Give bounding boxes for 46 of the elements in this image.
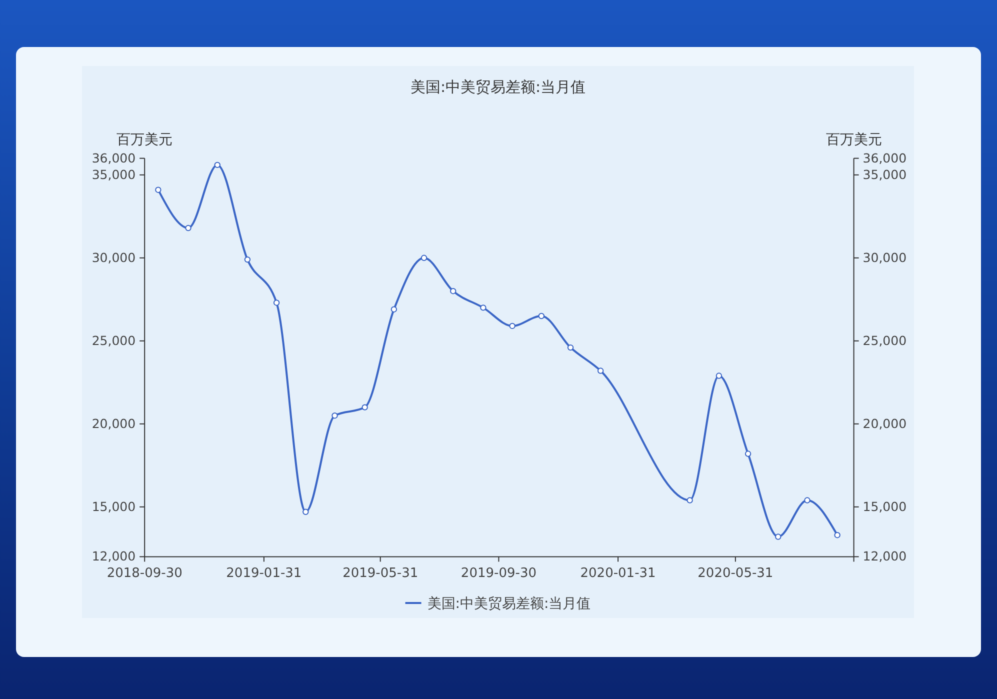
y2-tick-label: 30,000: [862, 250, 907, 265]
point: [450, 288, 456, 294]
chart-title: 美国:中美贸易差额:当月值: [410, 78, 586, 96]
y2-tick-label: 25,000: [862, 332, 907, 348]
point: [332, 412, 338, 419]
y-tick-label: 30,000: [92, 250, 136, 265]
x-tick-label: 2019-05-31: [342, 566, 418, 581]
point: [834, 532, 840, 538]
x-tick-label: 2019-01-31: [226, 566, 302, 581]
point: [686, 497, 693, 504]
point: [273, 300, 280, 306]
point: [716, 372, 722, 379]
x-tick-label: 2018-09-30: [106, 566, 182, 581]
legend-label: 美国:中美贸易差额:当月值: [427, 596, 591, 612]
point: [567, 344, 574, 351]
point: [509, 322, 516, 330]
point: [480, 304, 486, 311]
y2-tick-label: 12,000: [862, 548, 907, 564]
point: [214, 162, 220, 168]
x-tick-label: 2020-01-31: [580, 566, 656, 581]
point: [597, 368, 604, 374]
y2-tick-label: 35,000: [862, 166, 907, 182]
y2-axis-title: 百万美元: [826, 132, 882, 148]
point: [302, 508, 309, 515]
y2-tick-label: 20,000: [862, 416, 907, 431]
y-tick-label: 25,000: [92, 332, 136, 348]
point: [538, 312, 545, 320]
y2-tick-label: 15,000: [862, 498, 907, 514]
y-tick-label: 36,000: [92, 150, 136, 166]
y-axis-title: 百万美元: [116, 132, 173, 148]
point: [244, 256, 251, 263]
x-tick-label: 2020-05-31: [698, 566, 774, 581]
point: [390, 306, 398, 312]
y-tick-label: 20,000: [92, 416, 136, 431]
y-tick-label: 15,000: [92, 498, 136, 514]
y2-tick-label: 36,000: [862, 150, 907, 166]
point: [744, 450, 752, 457]
point: [775, 534, 782, 540]
point: [185, 224, 192, 232]
point: [155, 186, 162, 193]
point: [804, 497, 810, 504]
point: [420, 254, 428, 261]
x-tick-label: 2019-09-30: [460, 566, 536, 581]
y-tick-label: 35,000: [92, 166, 136, 182]
y-tick-label: 12,000: [92, 548, 136, 564]
point: [362, 404, 368, 410]
